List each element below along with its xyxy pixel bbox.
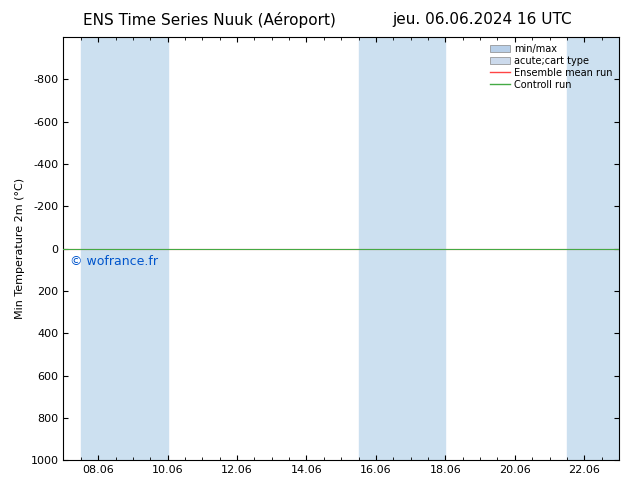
Y-axis label: Min Temperature 2m (°C): Min Temperature 2m (°C) (15, 178, 25, 319)
Legend: min/max, acute;cart type, Ensemble mean run, Controll run: min/max, acute;cart type, Ensemble mean … (488, 42, 614, 92)
Text: ENS Time Series Nuuk (Aéroport): ENS Time Series Nuuk (Aéroport) (83, 12, 335, 28)
Text: jeu. 06.06.2024 16 UTC: jeu. 06.06.2024 16 UTC (392, 12, 572, 27)
Bar (81, 37, 167, 460)
Bar (567, 37, 619, 460)
Text: © wofrance.fr: © wofrance.fr (70, 255, 158, 268)
Bar (359, 37, 445, 460)
